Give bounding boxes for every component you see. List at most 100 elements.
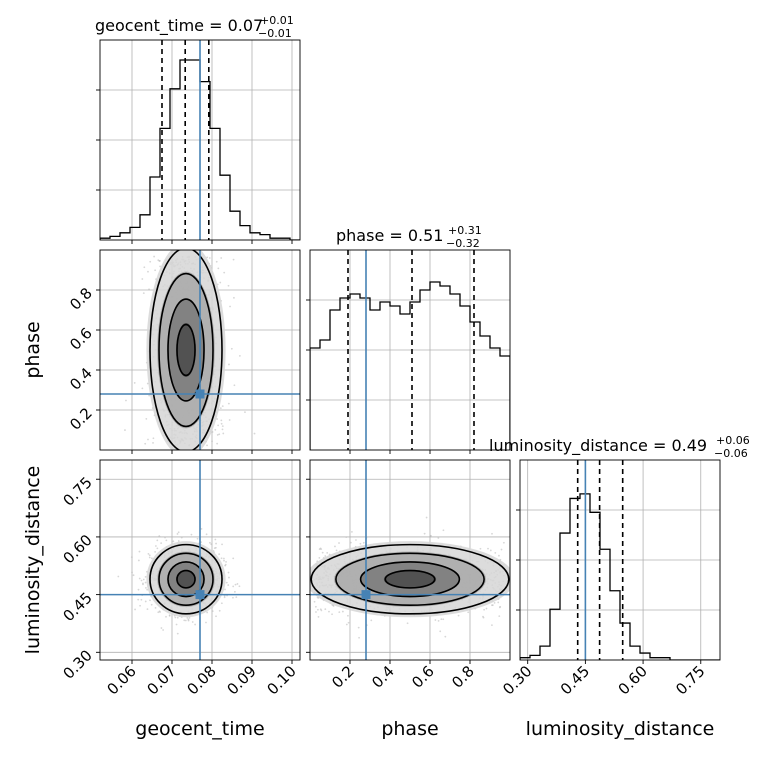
sample-point [149, 260, 152, 263]
contour-line [359, 561, 461, 598]
sample-point [345, 623, 348, 626]
sample-point [149, 599, 151, 602]
sample-point [183, 619, 186, 622]
sample-point [434, 619, 437, 621]
sample-point [227, 584, 230, 586]
sample-point [200, 527, 203, 530]
sample-point [232, 585, 235, 588]
sample-point [224, 588, 226, 591]
sample-point [235, 596, 238, 599]
sample-point [184, 619, 187, 622]
plot-area [310, 250, 510, 450]
sample-point [221, 543, 223, 546]
sample-point [437, 619, 440, 622]
sample-point [225, 581, 228, 584]
sample-point [483, 608, 486, 611]
sample-point [216, 434, 219, 436]
sample-point [338, 542, 340, 544]
sample-point [359, 542, 362, 545]
sample-point [498, 554, 500, 557]
sample-point [215, 260, 218, 263]
sample-point [217, 424, 220, 427]
title-geocent-time: geocent_time = 0.07 [95, 16, 263, 36]
plot-area [100, 460, 300, 660]
sample-point [158, 535, 161, 537]
sample-point [144, 442, 147, 445]
sample-point [147, 270, 149, 273]
sample-point [406, 622, 409, 625]
sample-point [148, 554, 151, 557]
x-tick-label: 0.30 [499, 662, 535, 698]
x-tick-label: 0.4 [368, 662, 398, 692]
sample-point [494, 551, 497, 554]
sample-point [357, 626, 360, 629]
sample-point [238, 355, 241, 357]
sample-point [467, 611, 470, 614]
sample-point [214, 538, 217, 541]
sample-point [220, 419, 223, 422]
sample-point [141, 278, 144, 280]
sample-point [139, 604, 141, 607]
sample-point [223, 596, 226, 599]
contour-line [176, 569, 196, 589]
panel-luminosity-distance-vs-geocent-time: 0.06 0.07 0.08 0.09 0.10 0.30 0.45 0.60 0.75 [59, 459, 301, 698]
sample-point [217, 267, 220, 270]
sample-point [142, 583, 144, 586]
sample-point [345, 536, 348, 538]
sample-point [232, 596, 234, 599]
title-luminosity-distance-plus: +0.06 [716, 434, 750, 447]
sample-point [487, 547, 489, 550]
sample-point [165, 615, 167, 618]
sample-point [156, 547, 159, 550]
y-tick-label: 0.8 [66, 284, 96, 314]
sample-point [355, 539, 357, 541]
sample-point [234, 583, 237, 586]
sample-point [233, 384, 236, 387]
sample-point [219, 407, 222, 410]
plot-area [100, 250, 300, 450]
sample-point [491, 624, 493, 627]
sample-point [164, 536, 166, 539]
sample-point [216, 418, 219, 420]
sample-point [176, 616, 179, 619]
sample-point [326, 551, 329, 554]
sample-point [223, 557, 225, 560]
sample-point [491, 604, 494, 607]
y-tick-label: 0.75 [59, 473, 95, 509]
sample-point [150, 603, 153, 606]
sample-point [224, 563, 227, 566]
sample-point [130, 556, 133, 559]
histogram-step [310, 281, 510, 450]
contour-line [310, 543, 510, 615]
hist-panel-phase [306, 249, 511, 454]
sample-point [228, 576, 230, 579]
sample-point [232, 258, 235, 261]
sample-point [223, 559, 225, 562]
sample-point [498, 615, 501, 618]
sample-point [211, 610, 214, 613]
sample-point [370, 619, 373, 622]
sample-point [125, 399, 127, 402]
sample-point [210, 543, 213, 546]
title-luminosity-distance: luminosity_distance = 0.49 [489, 436, 707, 456]
sample-point [437, 537, 440, 539]
sample-point [442, 529, 445, 532]
y-tick-label: 0.6 [66, 324, 96, 354]
y-tick-label: 0.2 [66, 404, 96, 434]
sample-point [347, 621, 350, 624]
sample-point [138, 577, 141, 580]
sample-point [425, 516, 428, 519]
sample-point [228, 419, 231, 421]
sample-point [176, 533, 179, 535]
density-fill [176, 323, 196, 377]
density-fill [383, 569, 437, 589]
sample-point [341, 610, 344, 613]
sample-point [142, 292, 145, 295]
sample-point [320, 609, 323, 612]
sample-point [225, 561, 227, 563]
sample-point [148, 556, 151, 559]
sample-point [229, 305, 231, 308]
contour-line [167, 561, 205, 598]
sample-point [499, 605, 502, 608]
